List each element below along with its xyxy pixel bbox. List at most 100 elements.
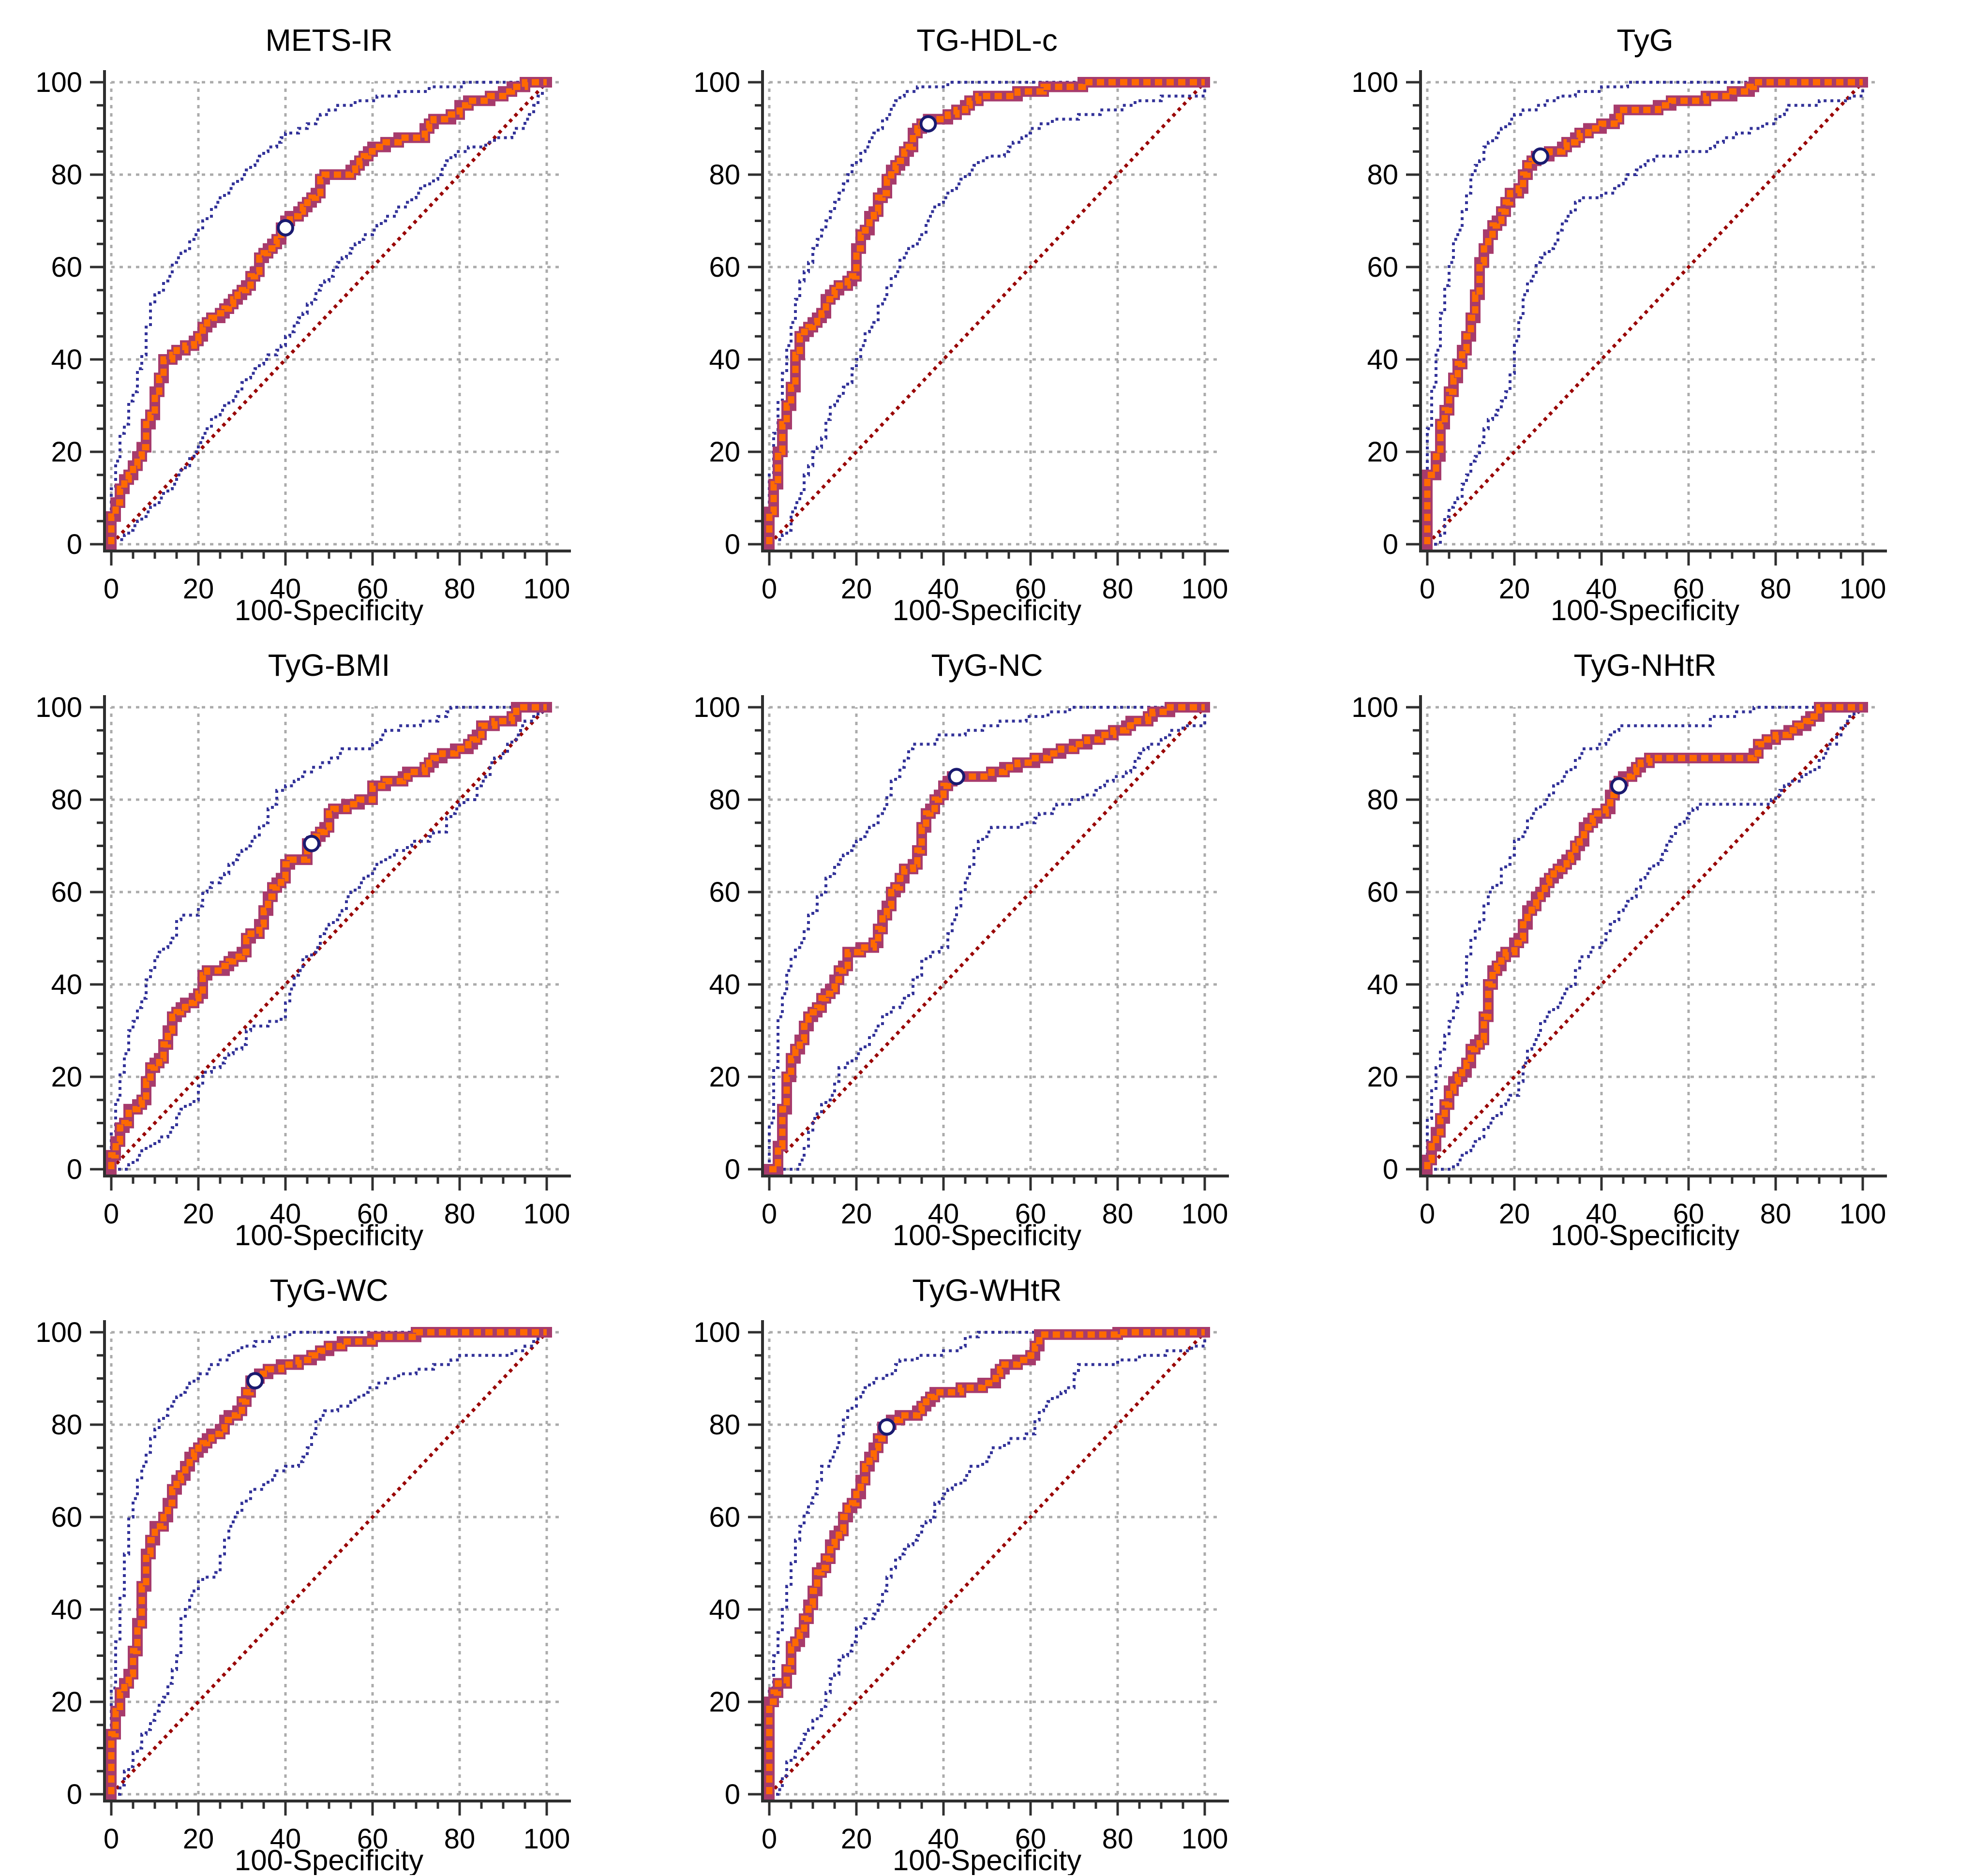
reference-diagonal <box>110 706 548 1171</box>
cutoff-marker <box>1532 147 1549 165</box>
x-tick-label: 0 <box>104 1823 119 1855</box>
x-tick-label: 0 <box>104 573 119 605</box>
plot-title: TyG-BMI <box>268 648 390 683</box>
y-tick-label: 80 <box>709 1409 740 1441</box>
y-tick-label: 80 <box>51 784 82 816</box>
roc-subplot-mets-ir: 0 20 40 60 80 100 0 20 40 60 80 100 METS-IR 100-Speci… <box>0 0 658 625</box>
y-tick-label: 80 <box>1367 784 1398 816</box>
y-tick-label: 20 <box>1367 1061 1398 1093</box>
roc-subplot-tyg-wc: 0 20 40 60 80 100 0 20 40 60 80 100 TyG-WC 100-Specif… <box>0 1250 658 1875</box>
cutoff-marker <box>303 834 320 852</box>
plot-title: TyG-NHtR <box>1573 648 1716 683</box>
ci-lower-curve <box>769 1332 1206 1796</box>
y-tick-label: 0 <box>67 1154 82 1185</box>
ci-upper-curve <box>1426 81 1863 544</box>
x-tick-label: 0 <box>1420 1198 1435 1230</box>
y-tick-label: 0 <box>725 1779 740 1810</box>
x-tick-label: 80 <box>1102 1198 1134 1230</box>
y-tick-label: 0 <box>67 1779 82 1810</box>
ci-upper-curve <box>110 81 547 544</box>
y-tick-label: 60 <box>1367 877 1398 908</box>
x-tick-label: 60 <box>1015 573 1047 605</box>
y-tick-label: 80 <box>709 784 740 816</box>
roc-plot-canvas: 0 20 40 60 80 100 0 20 40 60 80 100 TyG-WC 100-Specif… <box>35 1273 571 1875</box>
ci-lower-curve <box>768 82 1206 544</box>
reference-diagonal <box>1426 706 1864 1171</box>
ci-upper-curve <box>110 1331 547 1794</box>
y-tick-label: 40 <box>709 1594 740 1625</box>
y-tick-label: 20 <box>709 1686 740 1718</box>
ci-upper-curve <box>768 1331 1205 1794</box>
roc-curve <box>108 704 547 1169</box>
y-tick-label: 0 <box>67 529 82 560</box>
x-tick-label: 100 <box>524 1823 570 1855</box>
x-tick-label: 100 <box>1182 1198 1228 1230</box>
x-tick-label: 0 <box>762 1198 777 1230</box>
y-tick-label: 80 <box>51 1409 82 1441</box>
roc-curve <box>1424 79 1863 544</box>
x-tick-label: 20 <box>183 1198 214 1230</box>
x-tick-label: 60 <box>357 573 389 605</box>
x-tick-label: 40 <box>270 1198 301 1230</box>
x-tick-label: 0 <box>104 1198 119 1230</box>
y-tick-label: 60 <box>51 252 82 283</box>
x-tick-label: 20 <box>841 1198 872 1230</box>
roc-plot-canvas: 0 20 40 60 80 100 0 20 40 60 80 100 METS-IR 100-Speci… <box>35 23 571 625</box>
x-tick-label: 0 <box>1420 573 1435 605</box>
ci-lower-curve <box>111 706 547 1171</box>
y-tick-label: 40 <box>51 1594 82 1625</box>
reference-diagonal <box>768 1331 1206 1796</box>
reference-diagonal <box>768 706 1206 1171</box>
x-tick-label: 60 <box>357 1823 389 1855</box>
plot-title: TG-HDL-c <box>916 23 1058 58</box>
ci-lower-curve <box>1427 706 1863 1171</box>
empty-cell <box>1316 1250 1974 1875</box>
ci-lower-curve <box>110 81 547 544</box>
plot-title: TyG <box>1616 23 1673 58</box>
x-axis-label: 100-Specificity <box>1551 1219 1739 1250</box>
cutoff-marker <box>878 1418 896 1436</box>
y-tick-label: 40 <box>1367 969 1398 1000</box>
y-tick-label: 80 <box>1367 159 1398 191</box>
x-tick-label: 80 <box>444 573 476 605</box>
x-tick-label: 20 <box>841 1823 872 1855</box>
y-tick-label: 60 <box>709 252 740 283</box>
roc-curve <box>108 79 547 544</box>
y-tick-label: 0 <box>1383 1154 1398 1185</box>
x-tick-label: 60 <box>1673 1198 1705 1230</box>
x-tick-label: 60 <box>1015 1198 1047 1230</box>
x-tick-label: 40 <box>270 573 301 605</box>
y-tick-label: 60 <box>51 1502 82 1533</box>
y-tick-label: 0 <box>725 1154 740 1185</box>
x-tick-label: 100 <box>1182 1823 1228 1855</box>
roc-curve <box>1424 704 1863 1169</box>
roc-subplot-tyg-nc: 0 20 40 60 80 100 0 20 40 60 80 100 TyG-NC 100-Specif… <box>658 625 1316 1250</box>
reference-diagonal <box>768 81 1206 546</box>
y-tick-label: 100 <box>693 1317 740 1348</box>
roc-subplot-tyg-whtr: 0 20 40 60 80 100 0 20 40 60 80 100 TyG-WHtR 100-Spec… <box>658 1250 1316 1875</box>
y-tick-label: 20 <box>1367 436 1398 468</box>
x-tick-label: 0 <box>762 573 777 605</box>
x-tick-label: 100 <box>1840 573 1886 605</box>
x-tick-label: 20 <box>183 1823 214 1855</box>
x-tick-label: 40 <box>928 573 959 605</box>
plot-title: TyG-WHtR <box>912 1273 1062 1308</box>
roc-curve <box>766 79 1205 544</box>
roc-subplot-tyg-nhtr: 0 20 40 60 80 100 0 20 40 60 80 100 TyG-NHtR 100-Spec… <box>1316 625 1974 1250</box>
x-tick-label: 60 <box>357 1198 389 1230</box>
x-tick-label: 80 <box>1760 573 1792 605</box>
y-tick-label: 80 <box>51 159 82 191</box>
y-tick-label: 60 <box>1367 252 1398 283</box>
cutoff-marker <box>1610 777 1628 795</box>
x-tick-label: 100 <box>1840 1198 1886 1230</box>
roc-subplot-tyg-bmi: 0 20 40 60 80 100 0 20 40 60 80 100 TyG-BMI 100-Speci… <box>0 625 658 1250</box>
ci-upper-curve <box>110 706 547 1169</box>
y-tick-label: 40 <box>709 344 740 375</box>
ci-lower-curve <box>111 1331 547 1796</box>
y-tick-label: 100 <box>35 67 82 98</box>
y-tick-label: 40 <box>51 969 82 1000</box>
y-tick-label: 80 <box>709 159 740 191</box>
y-tick-label: 60 <box>51 877 82 908</box>
x-axis-label: 100-Specificity <box>1551 594 1739 625</box>
ci-lower-curve <box>1427 82 1864 546</box>
